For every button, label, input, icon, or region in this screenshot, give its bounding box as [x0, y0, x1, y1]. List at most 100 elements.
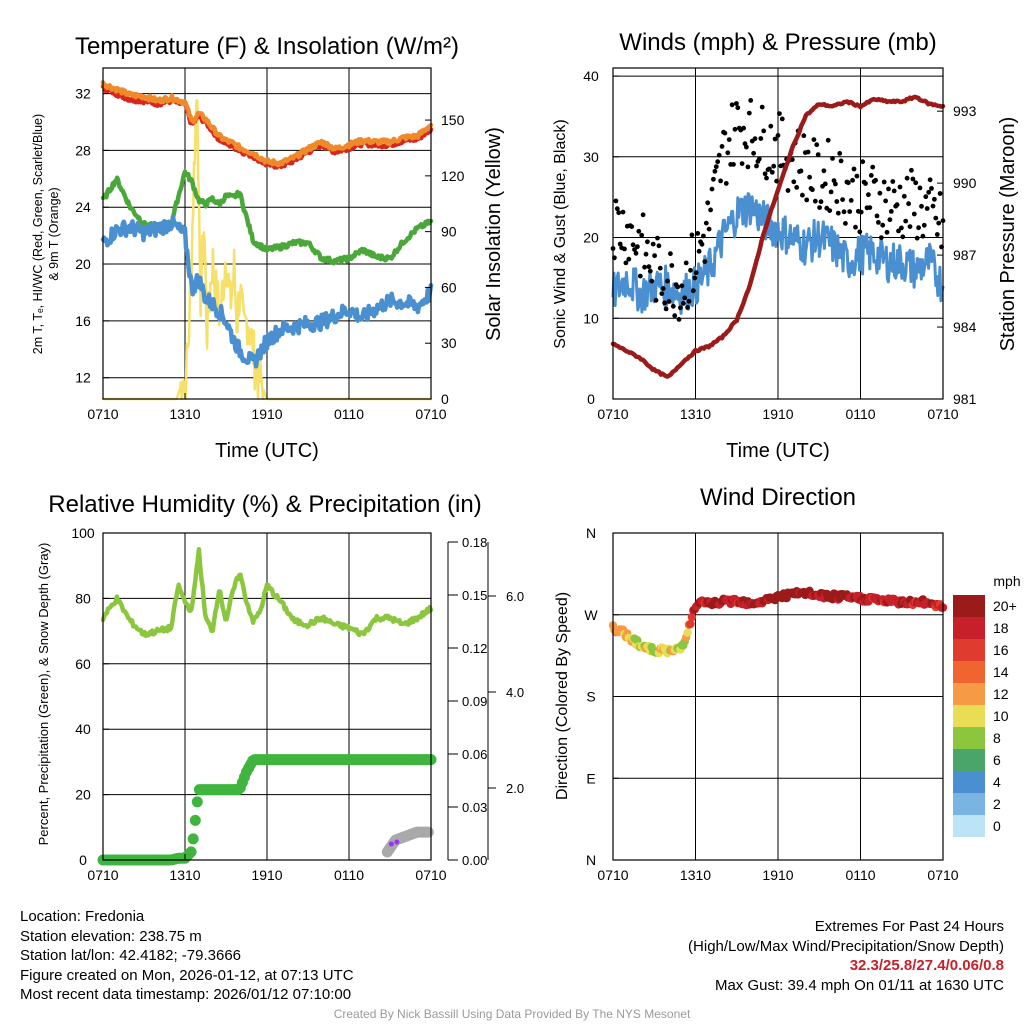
gust-point [678, 305, 683, 311]
gust-point [853, 224, 858, 230]
x-tick-label: 1910 [251, 867, 282, 883]
gust-point [835, 210, 841, 216]
legend-swatch [953, 683, 985, 705]
gust-point [860, 159, 866, 165]
gust-point [817, 205, 822, 211]
gust-point [722, 130, 728, 136]
legend-label: 20+ [993, 598, 1017, 614]
snow-marker-point [394, 839, 400, 845]
gust-point [810, 187, 815, 193]
gust-point [655, 235, 660, 241]
gust-point [645, 239, 650, 245]
extremes-title: Extremes For Past 24 Hours [814, 918, 1004, 935]
extremes-values: 32.3/25.8/27.4/0.06/0.8 [849, 957, 1004, 974]
gust-point [921, 222, 927, 228]
gust-point [771, 163, 777, 169]
legend-title: mph [993, 573, 1020, 589]
gust-point [848, 198, 854, 203]
gust-point [870, 164, 876, 170]
rh-line [100, 546, 434, 639]
gust-point [646, 264, 652, 270]
wind-ylabel: Sonic Wind & Gust (Blue, Black) [552, 119, 569, 348]
gust-point [798, 168, 804, 174]
gust-point [827, 208, 833, 214]
gust-point [884, 229, 890, 235]
gust-point [613, 198, 619, 204]
extremes-subtitle: (High/Low/Max Wind/Precipitation/Snow De… [688, 937, 1004, 955]
gust-point [933, 215, 939, 221]
gust-point [672, 313, 678, 319]
gust-point [637, 273, 643, 279]
gust-point [623, 260, 629, 266]
gust-point [629, 224, 635, 230]
gust-point [866, 192, 871, 198]
gust-point [926, 189, 932, 195]
gust-point [653, 297, 659, 303]
gust-point [920, 233, 926, 239]
x-tick-label: 0110 [845, 406, 875, 422]
gust-point [635, 244, 640, 250]
gust-point [734, 101, 739, 106]
gust-point [911, 211, 917, 217]
gust-point [847, 209, 853, 215]
rh-title: Relative Humidity (%) & Precipitation (i… [48, 491, 481, 518]
gust-point [857, 229, 863, 235]
direction-tick-label: N [586, 852, 596, 868]
gust-point [821, 168, 827, 174]
gust-point [843, 221, 848, 226]
gust-point [767, 166, 772, 172]
gust-point [937, 191, 943, 196]
y-right-tick-label: 60 [441, 279, 457, 295]
gust-point [923, 194, 929, 200]
gust-point [772, 136, 778, 142]
gust-point [800, 192, 805, 198]
gust-point [910, 176, 916, 182]
gust-point [775, 133, 781, 138]
gust-point [702, 259, 708, 264]
gust-point [876, 220, 881, 225]
gust-point [723, 181, 729, 186]
gust-point [936, 220, 942, 226]
y-right-tick-label: 0 [441, 391, 449, 407]
gust-point [830, 156, 835, 161]
dir-grid [612, 532, 944, 861]
wind-xlabel: Time (UTC) [726, 440, 830, 462]
gust-point [665, 278, 670, 284]
snow-tick-label: 2.0 [506, 781, 524, 796]
gust-point [858, 209, 864, 215]
y-right-tick-label: 120 [441, 168, 465, 184]
y-tick-label: 12 [75, 370, 91, 386]
direction-tick-label: W [584, 607, 598, 623]
gust-point [731, 162, 736, 167]
gust-point [699, 241, 705, 247]
dir-title: Wind Direction [700, 484, 856, 511]
precip-tick-label: 0.06 [462, 747, 487, 762]
gust-point [688, 267, 693, 273]
legend-swatch [953, 771, 985, 793]
legend-label: 2 [993, 796, 1001, 812]
gust-point [679, 283, 685, 289]
y-right-tick-label: 90 [441, 224, 457, 240]
x-tick-label: 1310 [680, 406, 711, 422]
temp-9m-line [100, 80, 434, 168]
legend-swatch [953, 595, 985, 617]
snow-depth-line [381, 826, 434, 858]
snow-tick-label: 4.0 [506, 685, 524, 700]
gust-point [689, 232, 695, 238]
gust-point [626, 256, 632, 262]
gust-point [708, 207, 713, 213]
temp-xlabel: Time (UTC) [215, 440, 319, 462]
gust-point [719, 144, 725, 149]
gust-point [854, 173, 860, 179]
gust-point [729, 102, 735, 108]
y-tick-label: 32 [75, 86, 91, 102]
rh-grid [102, 532, 432, 861]
y-right-tick-label: 990 [953, 175, 977, 191]
gust-point [899, 225, 904, 231]
gust-point [732, 126, 738, 132]
y-tick-label: 20 [75, 256, 91, 272]
windchill-line [100, 214, 434, 369]
y-tick-label: 0 [587, 391, 595, 407]
legend-label: 18 [993, 620, 1009, 636]
legend-label: 8 [993, 730, 1001, 746]
